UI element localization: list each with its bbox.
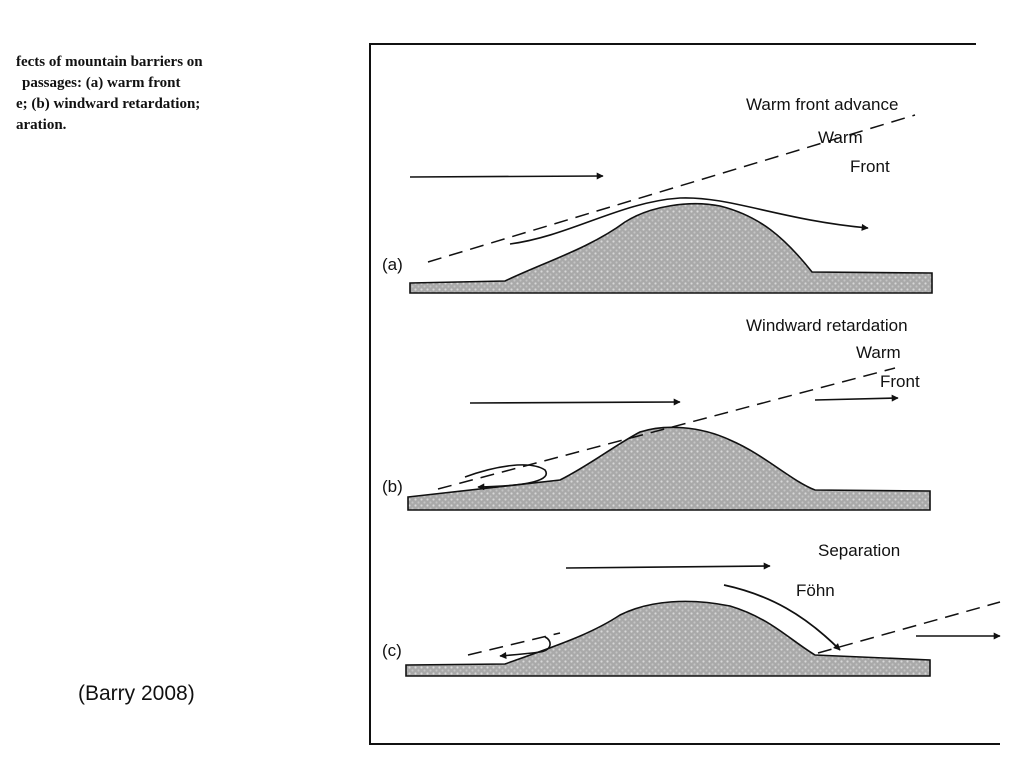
foehn-label: Föhn bbox=[796, 581, 835, 600]
warm-front-line-c bbox=[817, 601, 1001, 654]
cold-air-line-c bbox=[467, 632, 561, 656]
caption-line: passages: (a) warm front bbox=[22, 75, 181, 91]
caption-line: e; (b) windward retardation; bbox=[16, 96, 201, 112]
caption-line: aration. bbox=[16, 117, 67, 133]
recirculation-eddy-c bbox=[499, 636, 551, 659]
flow-arrow-a-over-mountain bbox=[509, 197, 869, 245]
panel-c: (c) Separation Föhn bbox=[382, 541, 1001, 677]
recirculation-eddy-b bbox=[464, 464, 548, 491]
figure-frame bbox=[369, 43, 1000, 745]
flow-arrow-b-upstream bbox=[469, 398, 681, 406]
front-label-a-line1: Warm bbox=[818, 128, 863, 147]
flow-arrow-a-upstream bbox=[409, 172, 604, 180]
panel-letter-c: (c) bbox=[382, 641, 402, 660]
warm-front-line-a bbox=[427, 114, 916, 263]
panel-letter-a: (a) bbox=[382, 255, 403, 274]
front-label-b-line2: Front bbox=[880, 372, 920, 391]
terrain-a bbox=[409, 202, 933, 294]
citation: (Barry 2008) bbox=[78, 682, 195, 705]
flow-arrow-b-downstream bbox=[814, 394, 899, 402]
warm-front-line-b bbox=[437, 367, 896, 490]
caption-line: fects of mountain barriers on bbox=[16, 54, 203, 70]
panel-title-a: Warm front advance bbox=[746, 95, 898, 114]
panel-b: (b) Windward retardation Warm Front bbox=[382, 316, 931, 511]
front-label-b-line1: Warm bbox=[856, 343, 901, 362]
front-label-a-line2: Front bbox=[850, 157, 890, 176]
flow-arrow-c-upstream bbox=[565, 562, 771, 570]
terrain-c bbox=[405, 600, 931, 677]
foehn-arrow-c bbox=[723, 584, 841, 651]
figure-caption: fects of mountain barriers on passages: … bbox=[16, 52, 356, 136]
panel-title-c: Separation bbox=[818, 541, 900, 560]
panel-letter-b: (b) bbox=[382, 477, 403, 496]
panel-title-b: Windward retardation bbox=[746, 316, 908, 335]
terrain-b bbox=[407, 426, 931, 511]
panel-a: (a) Warm front advance Warm Front bbox=[382, 95, 933, 294]
